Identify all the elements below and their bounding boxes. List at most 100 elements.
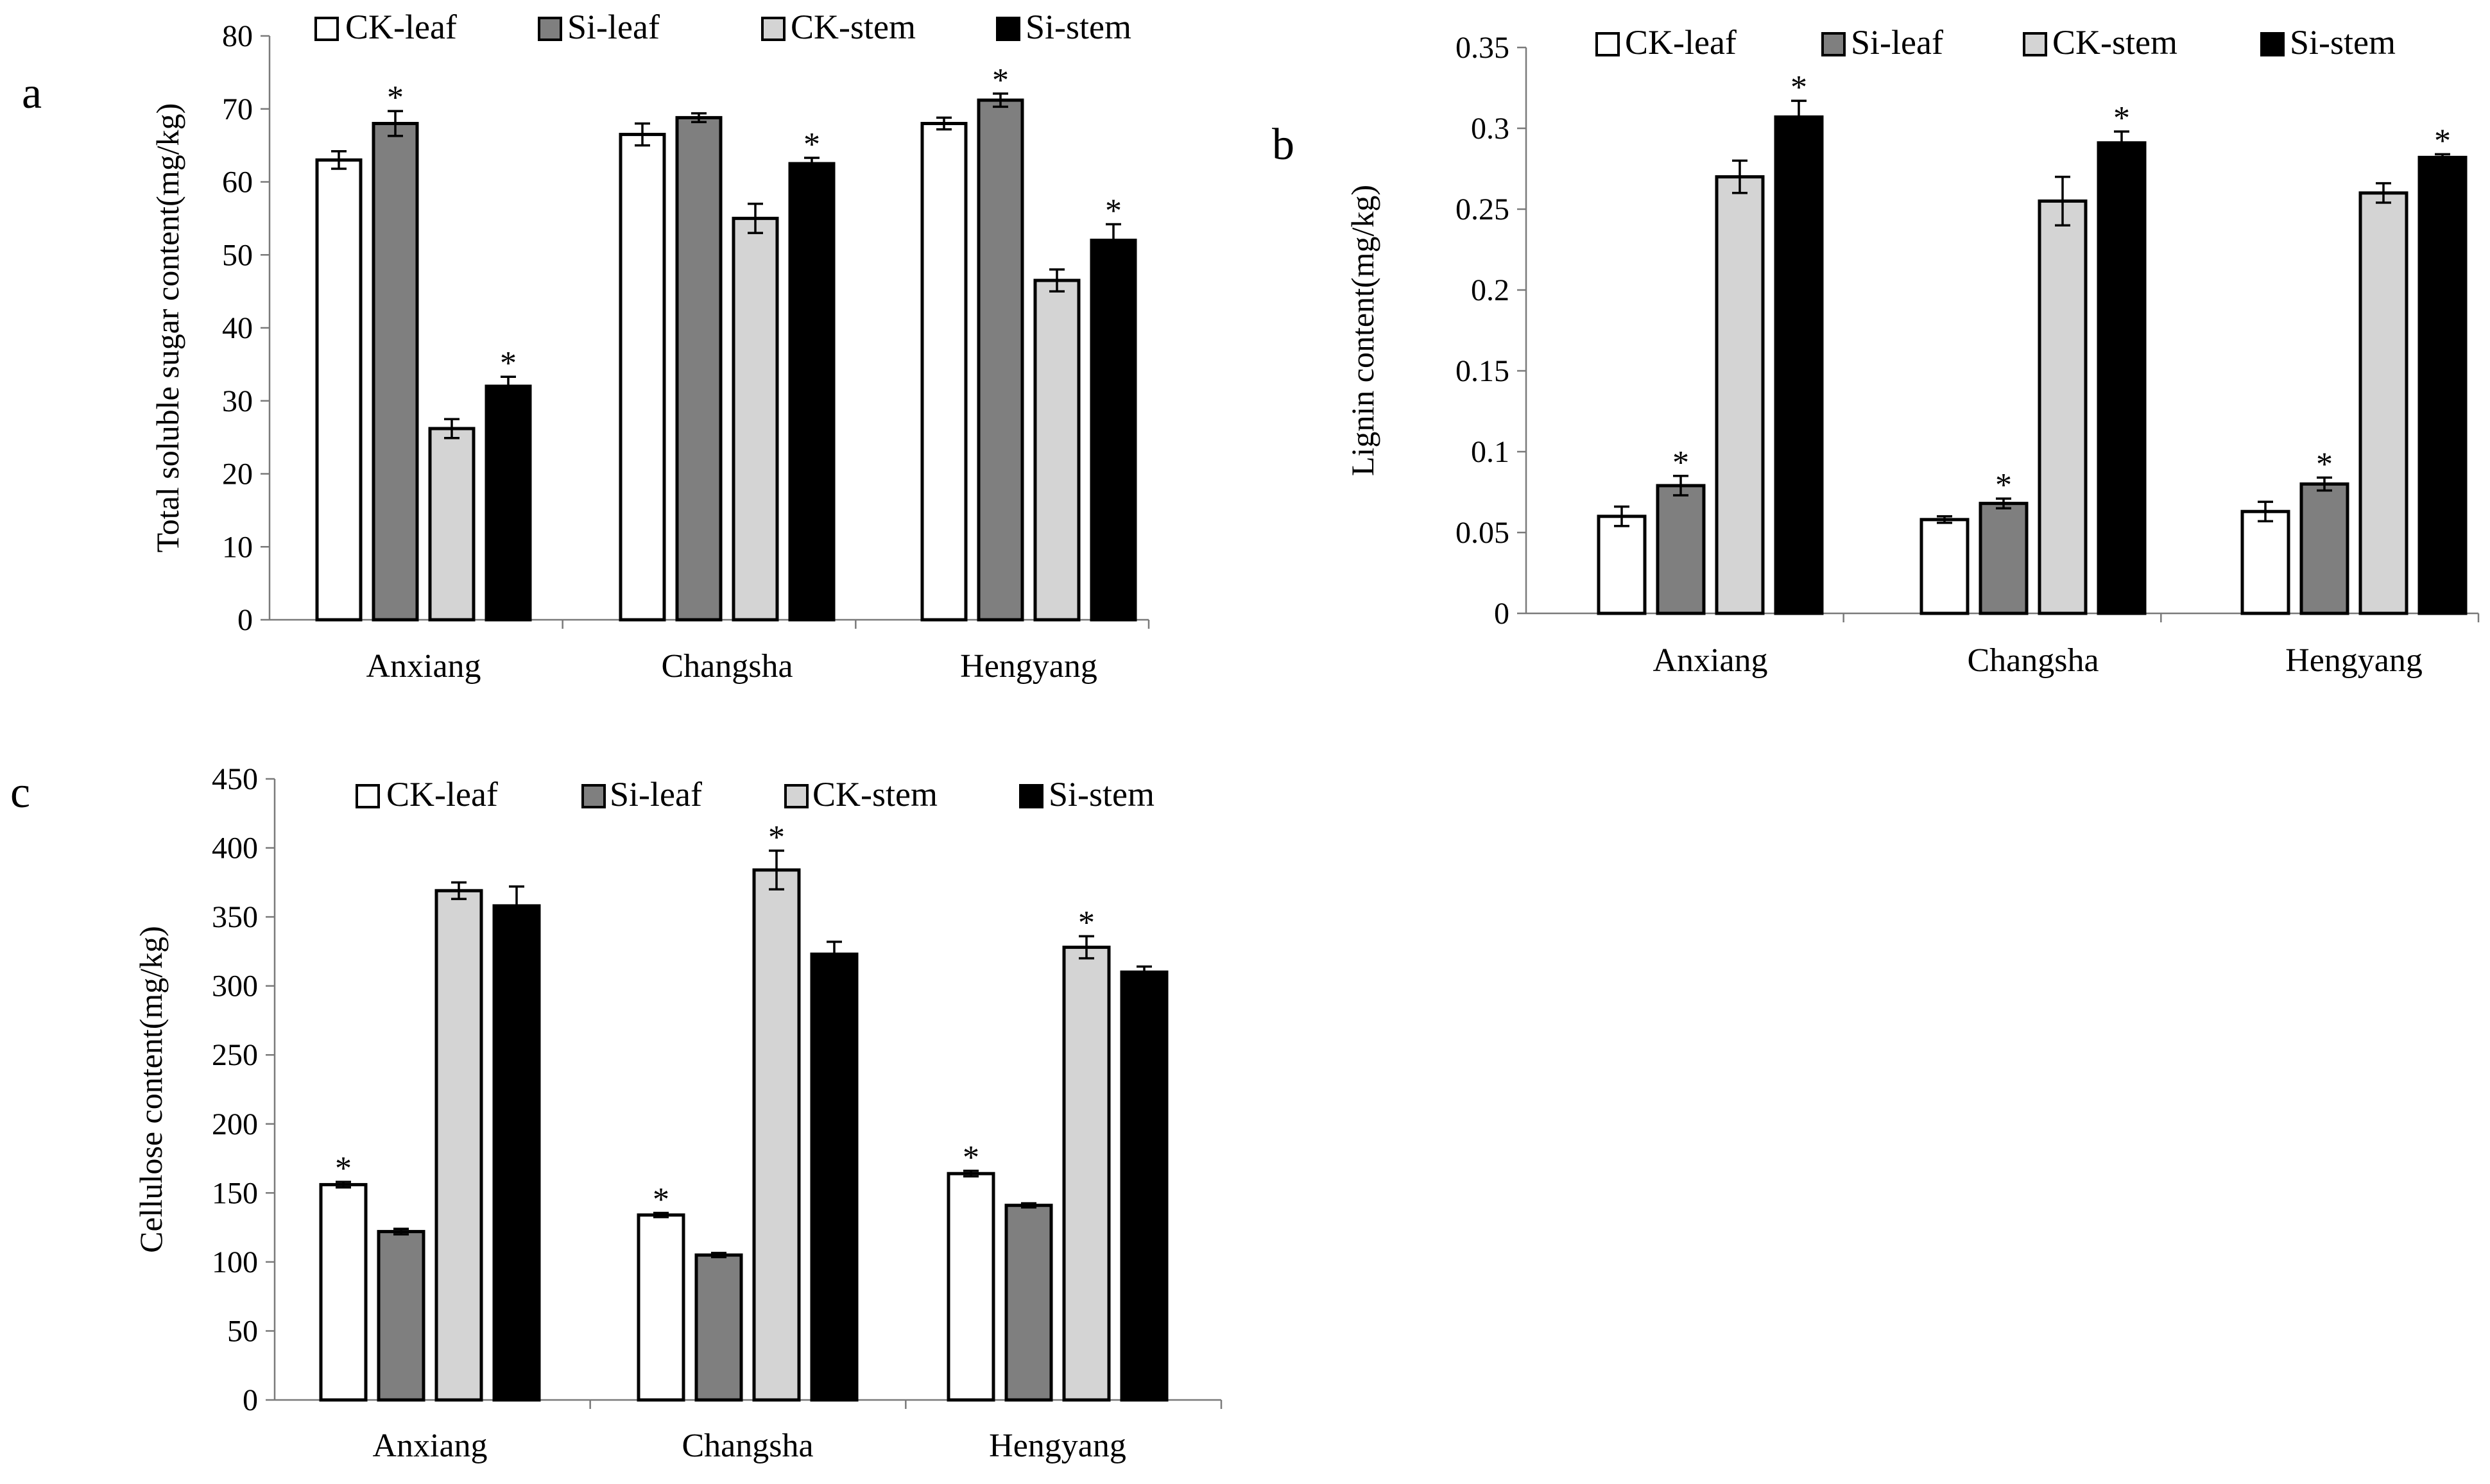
panel-letter: b xyxy=(1272,120,1294,169)
bar-si-stem-changsha xyxy=(810,952,859,1402)
bar-ck-stem-changsha xyxy=(732,216,779,622)
bar-si-stem-anxiang xyxy=(492,904,541,1402)
y-tick-label: 0 xyxy=(243,1383,258,1417)
legend-swatch xyxy=(2023,32,2047,56)
y-axis-label: Lignin content(mg/kg) xyxy=(1344,185,1380,476)
y-tick-label: 50 xyxy=(227,1314,258,1348)
legend-swatch xyxy=(356,784,380,808)
y-tick-label: 150 xyxy=(212,1176,258,1210)
legend-swatch xyxy=(1821,32,1846,56)
y-tick-label: 20 xyxy=(222,457,253,491)
legend-entry: Si-stem xyxy=(2290,23,2396,62)
y-tick-label: 350 xyxy=(212,900,258,934)
y-tick-label: 0.1 xyxy=(1471,435,1509,469)
x-tick-label: Hengyang xyxy=(960,648,1097,685)
y-tick-label: 0 xyxy=(237,603,253,637)
legend-entry: Si-leaf xyxy=(567,8,660,46)
x-tick-label: Anxiang xyxy=(1653,642,1767,679)
significance-marker: * xyxy=(803,126,820,163)
legend-entry: Si-leaf xyxy=(1851,23,1943,62)
significance-marker: * xyxy=(653,1182,669,1218)
bar-si-leaf-hengyang xyxy=(2299,482,2349,615)
bar-ck-stem-anxiang xyxy=(434,889,483,1402)
legend-entry: CK-stem xyxy=(812,775,938,814)
bar-ck-stem-hengyang xyxy=(1033,278,1081,622)
bar-si-stem-hengyang xyxy=(1090,239,1137,622)
bar-si-leaf-anxiang xyxy=(377,1230,425,1402)
legend-entry: CK-leaf xyxy=(345,8,457,46)
significance-marker: * xyxy=(1790,69,1807,106)
legend-swatch xyxy=(784,784,809,808)
significance-marker: * xyxy=(1078,905,1095,941)
significance-marker: * xyxy=(963,1139,979,1176)
significance-marker: * xyxy=(1105,192,1122,229)
y-tick-label: 60 xyxy=(222,166,253,200)
legend-swatch xyxy=(314,17,339,41)
y-tick-label: 100 xyxy=(212,1245,258,1279)
significance-marker: * xyxy=(768,819,785,856)
bar-si-leaf-changsha xyxy=(694,1253,743,1402)
bar-si-stem-hengyang xyxy=(2417,155,2468,615)
y-axis-label: Total soluble sugar content(mg/kg) xyxy=(150,103,185,553)
bar-ck-stem-hengyang xyxy=(2358,191,2408,615)
bar-si-leaf-hengyang xyxy=(977,98,1024,622)
x-tick-label: Changsha xyxy=(682,1428,813,1464)
bar-ck-leaf-changsha xyxy=(619,133,666,622)
y-axis-label: Cellulose content(mg/kg) xyxy=(133,926,169,1253)
legend-entry: CK-leaf xyxy=(1625,23,1737,62)
bar-si-leaf-anxiang xyxy=(1656,484,1706,615)
x-tick-label: Hengyang xyxy=(2285,642,2423,679)
significance-marker: * xyxy=(2434,123,2451,159)
legend-swatch xyxy=(581,784,606,808)
bar-ck-stem-changsha xyxy=(2038,199,2088,615)
y-tick-label: 200 xyxy=(212,1107,258,1141)
x-tick-label: Hengyang xyxy=(989,1428,1126,1464)
significance-marker: * xyxy=(992,62,1009,99)
significance-marker: * xyxy=(1995,467,2012,504)
y-tick-label: 400 xyxy=(212,832,258,866)
legend-entry: CK-stem xyxy=(2052,23,2177,62)
bar-ck-stem-changsha xyxy=(752,868,801,1402)
legend-swatch xyxy=(1019,784,1043,808)
y-tick-label: 30 xyxy=(222,384,253,418)
bar-si-stem-anxiang xyxy=(485,384,532,622)
y-tick-label: 80 xyxy=(222,19,253,53)
bar-si-leaf-anxiang xyxy=(372,122,419,622)
legend-entry: Si-leaf xyxy=(610,775,702,814)
y-tick-label: 50 xyxy=(222,238,253,272)
bar-si-stem-changsha xyxy=(788,162,836,622)
bar-ck-stem-anxiang xyxy=(428,427,476,622)
y-tick-label: 0.15 xyxy=(1455,354,1509,388)
y-tick-label: 10 xyxy=(222,530,253,564)
significance-marker: * xyxy=(1672,445,1689,481)
x-tick-label: Changsha xyxy=(1967,642,2099,679)
y-tick-label: 0 xyxy=(1494,597,1509,631)
panel-letter: c xyxy=(10,768,30,817)
legend-swatch xyxy=(996,17,1020,41)
legend-entry: Si-stem xyxy=(1049,775,1155,814)
bar-ck-stem-anxiang xyxy=(1715,175,1765,615)
y-tick-label: 0.3 xyxy=(1471,112,1509,146)
significance-marker: * xyxy=(335,1150,352,1187)
panel-a: a Total soluble sugar content(mg/kg) 0 10 20… xyxy=(22,8,1150,685)
bar-ck-leaf-changsha xyxy=(637,1213,685,1402)
x-tick-label: Changsha xyxy=(661,648,793,685)
panel-letter: a xyxy=(22,69,42,118)
y-tick-label: 250 xyxy=(212,1038,258,1072)
panel-b: b Lignin content(mg/kg) 0 0.05 0.1 0.15 0.2 0.2… xyxy=(1272,23,2480,679)
bar-ck-stem-hengyang xyxy=(1062,945,1111,1402)
legend-swatch xyxy=(2260,32,2285,56)
legend-entry: Si-stem xyxy=(1026,8,1131,46)
legend-entry: CK-leaf xyxy=(386,775,498,814)
significance-marker: * xyxy=(500,345,517,382)
legend-swatch xyxy=(538,17,562,41)
x-tick-label: Anxiang xyxy=(372,1428,487,1464)
bar-ck-leaf-hengyang xyxy=(947,1172,995,1402)
y-tick-label: 40 xyxy=(222,311,253,345)
y-tick-label: 0.35 xyxy=(1455,31,1509,65)
bar-ck-leaf-hengyang xyxy=(2240,509,2290,615)
bar-ck-leaf-anxiang xyxy=(1597,515,1647,615)
y-tick-label: 70 xyxy=(222,92,253,126)
legend-entry: CK-stem xyxy=(791,8,916,46)
